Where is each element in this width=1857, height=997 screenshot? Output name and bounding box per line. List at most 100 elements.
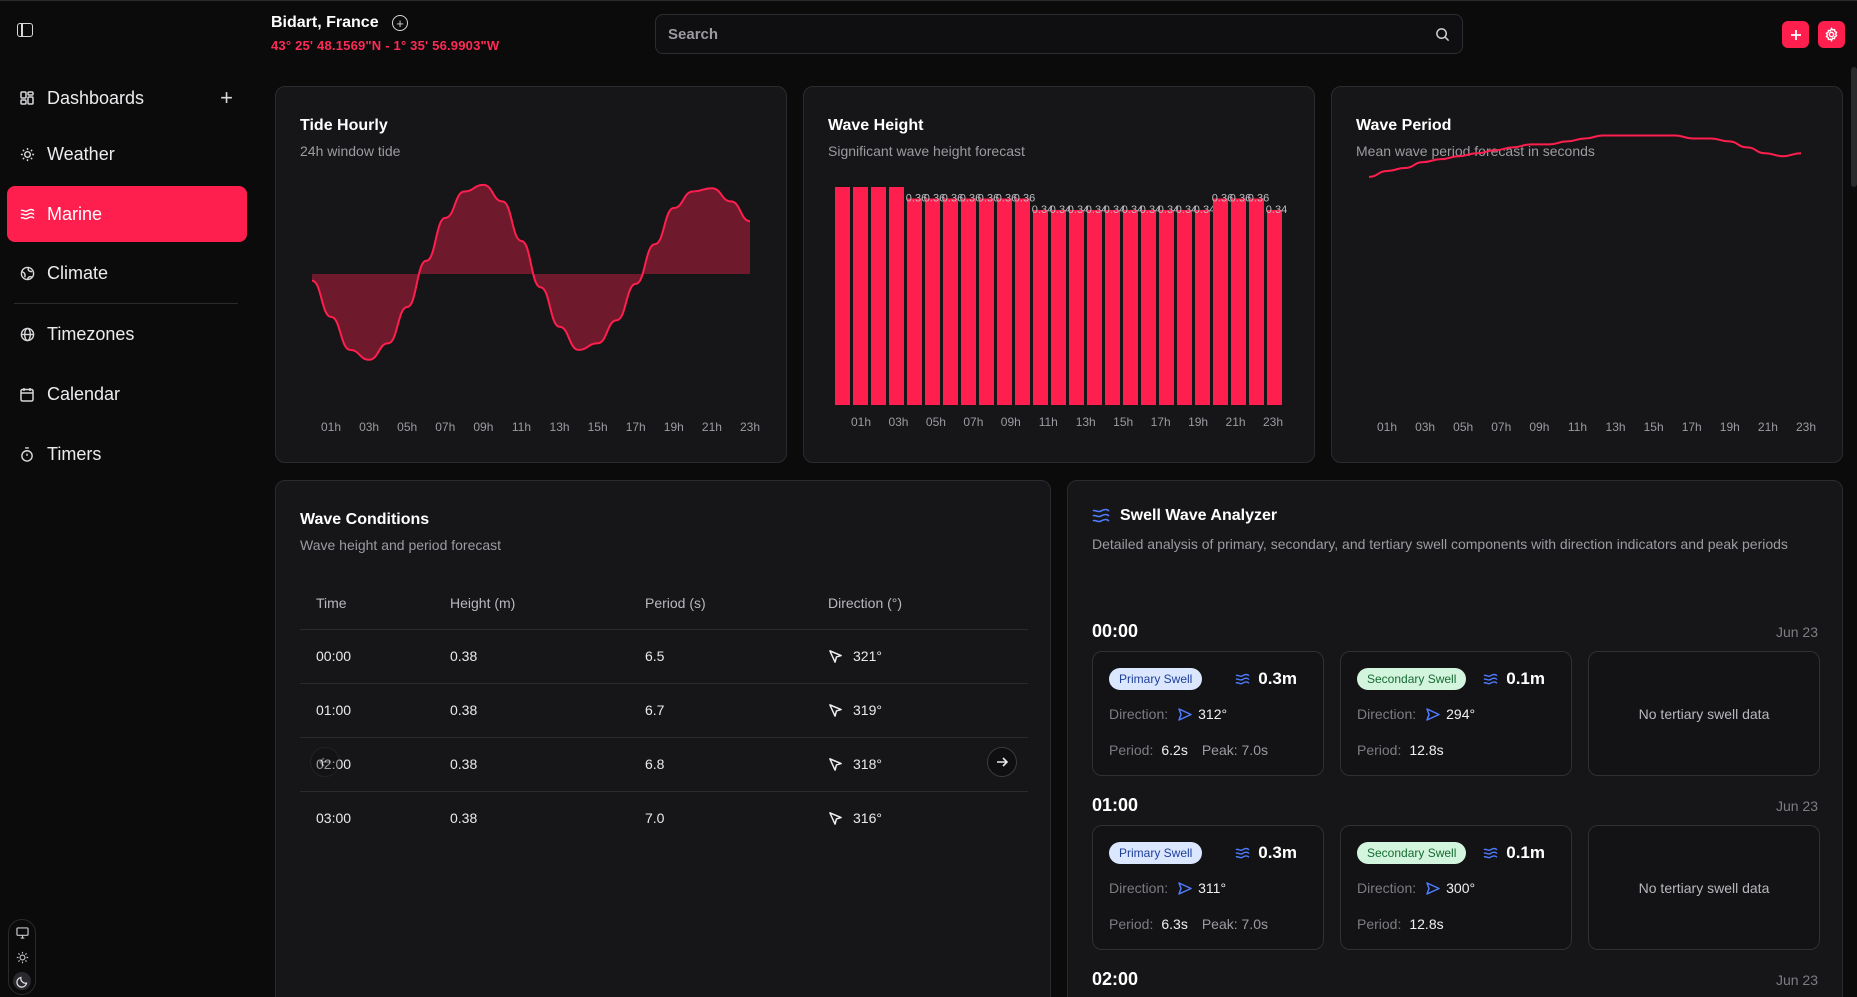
bar-data-label: 0.34	[1086, 204, 1107, 216]
bar	[889, 187, 904, 405]
wave-height-card: Wave Height Significant wave height fore…	[803, 86, 1315, 463]
swell-height-value: 0.1m	[1506, 669, 1545, 688]
direction-label: Direction:	[1357, 880, 1417, 896]
bar	[1267, 209, 1282, 405]
globe-icon	[19, 265, 35, 281]
bar-data-label: 0.36	[1014, 192, 1035, 204]
bar	[943, 198, 958, 405]
card-description: Detailed analysis of primary, secondary,…	[1092, 536, 1788, 552]
swell-period-row: Period: 6.2s Peak: 7.0s	[1109, 742, 1268, 758]
bar	[979, 198, 994, 405]
card-title: Swell Wave Analyzer	[1120, 507, 1278, 524]
direction-value: 312°	[1198, 706, 1228, 722]
search-input[interactable]	[656, 15, 1462, 53]
swell-height: 0.1m	[1483, 843, 1545, 863]
settings-button[interactable]	[1818, 21, 1845, 48]
direction-arrow-icon	[1178, 707, 1192, 721]
carousel-prev-button[interactable]	[310, 747, 340, 777]
x-tick-label: 21h	[1758, 420, 1778, 434]
period-value: 12.8s	[1409, 742, 1444, 758]
sun-icon	[19, 146, 35, 162]
wave-period-chart: 01h 03h 05h 07h 09h 11h 13h 15h 17h 19h 21h 23h	[1368, 134, 1816, 434]
scrollbar[interactable]	[1851, 67, 1857, 187]
swell-analyzer-card: Swell Wave Analyzer Detailed analysis of…	[1067, 480, 1843, 997]
bar-data-label: 0.34	[1266, 204, 1287, 216]
sidebar-item-label: Climate	[47, 262, 109, 283]
bar-data-label: 0.36	[906, 192, 927, 204]
period-cell: 7.0	[645, 810, 665, 826]
x-tick-label: 17h	[1682, 420, 1702, 434]
bar	[961, 198, 976, 405]
swell-height-value: 0.3m	[1258, 669, 1297, 688]
bar-data-label: 0.36	[996, 192, 1017, 204]
bar	[1033, 209, 1048, 405]
x-tick-label: 11h	[1568, 420, 1587, 434]
search-icon[interactable]	[1435, 27, 1450, 42]
wave-period-card: Wave Period Mean wave period forecast in…	[1331, 86, 1843, 463]
height-cell: 0.38	[434, 737, 629, 792]
table-row: 03:00 0.38 7.0 316°	[300, 791, 1028, 845]
x-tick-label: 07h	[435, 420, 455, 434]
table-header-row: Time Height (m) Period (s) Direction (°)	[300, 577, 1028, 630]
bar	[871, 187, 886, 405]
waves-icon	[19, 206, 35, 222]
sidebar-item-weather[interactable]: Weather	[7, 126, 247, 182]
direction-cell: 321°	[812, 629, 1028, 684]
x-tick-label: 13h	[550, 420, 570, 434]
gear-icon	[1825, 27, 1838, 42]
sidebar-item-timezones[interactable]: Timezones	[7, 306, 247, 362]
direction-arrow-icon	[829, 703, 842, 717]
card-title: Wave Conditions	[300, 511, 430, 528]
add-location-icon[interactable]: +	[392, 15, 408, 31]
direction-arrow-icon	[1426, 707, 1440, 721]
search-bar	[655, 14, 1463, 54]
monitor-icon[interactable]	[13, 924, 31, 942]
direction-arrow-icon	[1178, 881, 1192, 895]
height-cell: 0.38	[434, 629, 629, 684]
sidebar-item-calendar[interactable]: Calendar	[7, 366, 247, 422]
sidebar-item-dashboards[interactable]: Dashboards +	[7, 70, 247, 126]
bar	[1141, 209, 1156, 405]
card-subtitle: 24h window tide	[300, 143, 401, 159]
sidebar: Dashboards + Weather Marine Climate Time…	[0, 1, 254, 997]
bar-data-label: 0.34	[1194, 204, 1215, 216]
bar	[1231, 198, 1246, 405]
x-tick-label: 09h	[473, 420, 493, 434]
dashboard-icon	[19, 90, 35, 106]
direction-label: Direction:	[1357, 706, 1417, 722]
period-label: Period:	[1109, 742, 1154, 758]
height-cell: 0.38	[434, 683, 629, 738]
swell-height: 0.3m	[1235, 843, 1297, 863]
waves-icon	[1092, 508, 1110, 523]
bar-data-label: 0.34	[1122, 204, 1143, 216]
x-tick-label: 07h	[963, 415, 983, 429]
add-dashboard-button[interactable]: +	[220, 85, 233, 110]
globe-icon	[19, 326, 35, 342]
x-tick-label: 13h	[1606, 420, 1626, 434]
x-tick-label: 05h	[926, 415, 946, 429]
sun-icon[interactable]	[13, 948, 31, 966]
x-tick-label: 07h	[1491, 420, 1511, 434]
slot-time: 00:00	[1092, 621, 1139, 641]
swell-height-value: 0.1m	[1506, 843, 1545, 862]
sidebar-toggle-icon[interactable]	[17, 23, 33, 37]
moon-icon[interactable]	[13, 972, 31, 990]
secondary-swell-box: Secondary Swell 0.1m Direction: 300° Period:…	[1340, 825, 1572, 950]
x-tick-label: 01h	[321, 420, 341, 434]
swell-height: 0.1m	[1483, 669, 1545, 689]
carousel-next-button[interactable]	[987, 747, 1017, 777]
sidebar-item-timers[interactable]: Timers	[7, 426, 247, 482]
x-tick-label: 15h	[588, 420, 608, 434]
sidebar-item-label: Timers	[47, 443, 102, 464]
bar-data-label: 0.34	[1104, 204, 1125, 216]
sidebar-item-marine[interactable]: Marine	[7, 186, 247, 242]
add-button[interactable]	[1782, 21, 1809, 48]
tide-chart: 01h 03h 05h 07h 09h 11h 13h 15h 17h 19h 21h 23h	[311, 183, 760, 434]
swell-period-row: Period: 12.8s	[1357, 742, 1444, 758]
secondary-swell-badge: Secondary Swell	[1357, 842, 1467, 864]
sidebar-item-climate[interactable]: Climate	[7, 245, 247, 301]
bar-data-label: 0.34	[1050, 204, 1071, 216]
swell-height-value: 0.3m	[1258, 843, 1297, 862]
bar	[835, 187, 850, 405]
direction-cell: 316°	[812, 791, 1028, 845]
